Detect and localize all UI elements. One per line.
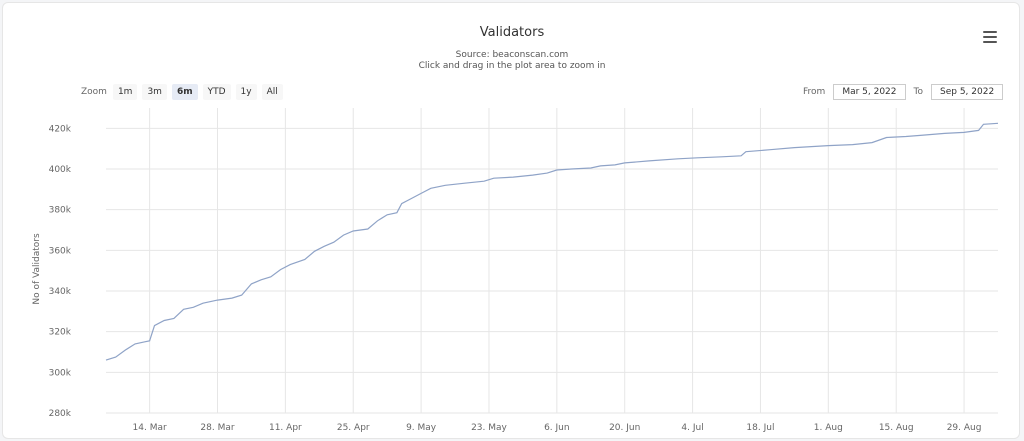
zoom-button-1y[interactable]: 1y: [235, 84, 257, 100]
subtitle-source: Source: beaconscan.com: [455, 50, 569, 60]
subtitle-hint: Click and drag in the plot area to zoom …: [418, 61, 606, 71]
from-label: From: [803, 87, 826, 97]
y-tick-label: 420k: [49, 124, 72, 134]
y-tick-label: 360k: [49, 246, 72, 256]
x-tick-label: 6. Jun: [544, 423, 570, 433]
zoom-button-6m[interactable]: 6m: [171, 84, 198, 100]
hamburger-menu-icon[interactable]: [983, 31, 997, 43]
validators-line-chart[interactable]: 280k 300k 320k 340k 360k 380k 400k 420k 14. Mar…: [3, 3, 1020, 439]
y-tick-label: 380k: [49, 206, 72, 216]
zoom-button-3m[interactable]: 3m: [142, 84, 167, 100]
zoom-selector: Zoom 1m 3m 6m YTD 1y All: [81, 83, 288, 101]
x-tick-label: 25. Apr: [337, 423, 370, 433]
y-tick-label: 300k: [49, 368, 72, 378]
x-tick-label: 4. Jul: [681, 423, 703, 433]
x-tick-label: 23. May: [471, 423, 507, 433]
y-axis-label: No of Validators: [32, 233, 42, 305]
x-tick-label: 20. Jun: [609, 423, 640, 433]
zoom-label: Zoom: [81, 87, 107, 97]
zoom-button-1m[interactable]: 1m: [112, 84, 138, 100]
y-tick-label: 320k: [49, 328, 72, 338]
x-tick-label: 11. Apr: [269, 423, 302, 433]
x-tick-label: 1. Aug: [814, 423, 843, 433]
x-tick-label: 28. Mar: [200, 423, 234, 433]
y-tick-label: 400k: [49, 165, 72, 175]
zoom-button-all[interactable]: All: [261, 84, 283, 100]
x-tick-label: 9. May: [406, 423, 437, 433]
chart-title: Validators: [479, 25, 545, 40]
from-date-input[interactable]: Mar 5, 2022: [833, 84, 906, 100]
series-line: [105, 122, 999, 361]
x-tick-label: 15. Aug: [879, 423, 914, 433]
zoom-button-ytd[interactable]: YTD: [202, 84, 231, 100]
to-date-input[interactable]: Sep 5, 2022: [931, 84, 1004, 100]
y-tick-label: 280k: [49, 409, 72, 419]
date-range: From Mar 5, 2022 To Sep 5, 2022: [803, 83, 1004, 101]
x-tick-label: 29. Aug: [947, 423, 982, 433]
x-tick-label: 14. Mar: [133, 423, 167, 433]
to-label: To: [913, 87, 923, 97]
chart-subtitle: Source: beaconscan.com Click and drag in…: [3, 50, 1019, 72]
y-tick-label: 340k: [49, 287, 72, 297]
x-tick-label: 18. Jul: [746, 423, 774, 433]
